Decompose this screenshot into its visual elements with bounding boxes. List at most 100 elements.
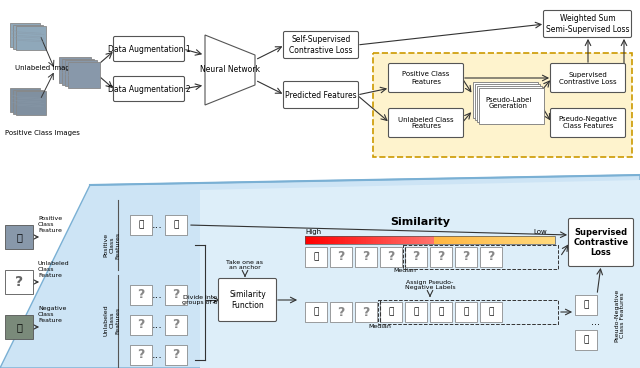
Bar [426, 236, 429, 244]
Bar [381, 236, 383, 244]
FancyBboxPatch shape [62, 59, 94, 85]
Text: Data Augmentation 2: Data Augmentation 2 [108, 85, 190, 93]
Bar [130, 215, 152, 235]
FancyBboxPatch shape [13, 25, 43, 49]
Text: ?: ? [138, 348, 145, 361]
Text: ?: ? [172, 318, 180, 332]
FancyBboxPatch shape [113, 36, 184, 61]
FancyBboxPatch shape [473, 82, 538, 118]
Text: Low: Low [533, 229, 547, 235]
Bar [340, 236, 343, 244]
Bar [547, 236, 550, 244]
FancyBboxPatch shape [550, 64, 625, 92]
Bar [451, 236, 454, 244]
Text: High: High [305, 229, 321, 235]
Polygon shape [200, 180, 640, 368]
Text: ...: ... [152, 290, 163, 300]
Text: Neural Network: Neural Network [200, 66, 260, 74]
Bar [351, 236, 353, 244]
Text: 🏛: 🏛 [16, 232, 22, 242]
Bar [130, 285, 152, 305]
Bar [540, 236, 542, 244]
Text: Similarity: Similarity [390, 217, 450, 227]
Bar [308, 236, 310, 244]
Bar [394, 236, 396, 244]
Bar [512, 236, 515, 244]
FancyBboxPatch shape [10, 88, 40, 112]
FancyBboxPatch shape [10, 23, 40, 47]
Bar [165, 315, 187, 335]
Text: ?: ? [337, 305, 345, 318]
Bar [388, 236, 391, 244]
Text: Self-Supervised
Contrastive Loss: Self-Supervised Contrastive Loss [289, 35, 353, 55]
Polygon shape [0, 175, 640, 368]
Bar [520, 236, 522, 244]
Bar [431, 236, 434, 244]
Bar [330, 236, 333, 244]
Bar [165, 215, 187, 235]
Text: 🌲: 🌲 [463, 308, 468, 316]
FancyBboxPatch shape [568, 219, 634, 266]
Text: ?: ? [172, 289, 180, 301]
Text: Assign Pseudo-
Negative Labels: Assign Pseudo- Negative Labels [404, 280, 455, 290]
Text: Predicted Features: Predicted Features [285, 91, 357, 99]
Text: ...: ... [152, 350, 163, 360]
Bar [545, 236, 547, 244]
Bar [360, 236, 363, 244]
Bar [419, 236, 421, 244]
FancyBboxPatch shape [477, 86, 542, 122]
Text: ?: ? [138, 318, 145, 332]
Bar [386, 236, 388, 244]
Bar [312, 236, 315, 244]
Bar [480, 302, 502, 322]
Bar [429, 236, 431, 244]
FancyBboxPatch shape [479, 88, 544, 124]
Bar [484, 236, 487, 244]
FancyBboxPatch shape [16, 26, 46, 50]
Text: ?: ? [337, 251, 345, 263]
Bar [358, 236, 360, 244]
Bar [497, 236, 499, 244]
Text: ?: ? [462, 251, 470, 263]
Bar [492, 236, 494, 244]
Bar [461, 236, 464, 244]
Bar [373, 236, 376, 244]
Bar [455, 247, 477, 267]
Bar [330, 302, 352, 322]
Text: Divide into
groups of 6: Divide into groups of 6 [182, 295, 218, 305]
Text: Positive
Class
Feature: Positive Class Feature [38, 216, 62, 233]
Bar [542, 236, 545, 244]
Text: Pseudo-Negative
Class Features: Pseudo-Negative Class Features [614, 289, 625, 342]
Bar [487, 236, 490, 244]
Bar [396, 236, 399, 244]
Bar [330, 247, 352, 267]
Bar [421, 236, 424, 244]
Bar [477, 236, 479, 244]
Text: 🏛: 🏛 [173, 220, 179, 230]
FancyBboxPatch shape [16, 91, 46, 115]
Bar [378, 300, 558, 324]
Bar [325, 236, 328, 244]
FancyBboxPatch shape [65, 60, 97, 86]
Text: 🏛: 🏛 [314, 252, 319, 262]
Bar [5, 270, 33, 294]
Text: Data Augmentation 1: Data Augmentation 1 [108, 45, 190, 53]
Text: 🌲: 🌲 [438, 308, 444, 316]
Bar [454, 236, 456, 244]
Bar [504, 236, 507, 244]
Bar [444, 236, 447, 244]
FancyBboxPatch shape [543, 11, 632, 38]
Text: 🌲: 🌲 [488, 308, 493, 316]
Bar [363, 236, 365, 244]
Bar [436, 236, 439, 244]
Bar [320, 236, 323, 244]
Bar [535, 236, 538, 244]
Text: ?: ? [487, 251, 495, 263]
Bar [430, 302, 452, 322]
Bar [305, 236, 555, 244]
Text: Positive Class Images: Positive Class Images [5, 130, 80, 136]
Bar [380, 247, 402, 267]
Bar [522, 236, 525, 244]
Bar [310, 236, 312, 244]
Bar [517, 236, 520, 244]
